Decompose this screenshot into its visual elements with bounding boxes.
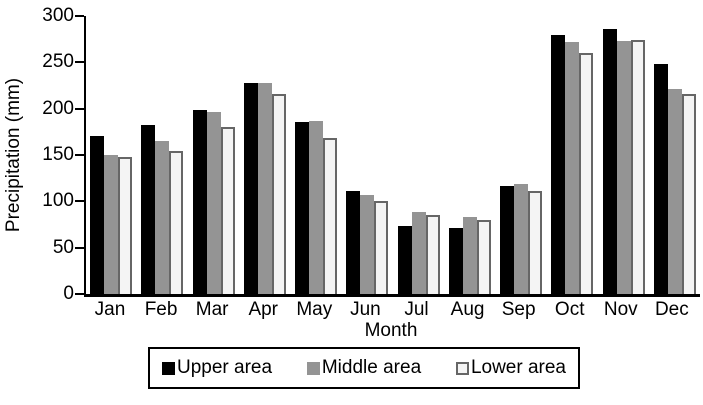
- x-tick-label-feb: Feb: [144, 299, 178, 320]
- y-tick-mark: [75, 15, 84, 17]
- x-tick-label-may: May: [296, 299, 333, 320]
- bar-upper-apr: [243, 83, 258, 294]
- x-tick-label-dec: Dec: [654, 299, 689, 320]
- x-axis-tick-labels: Jan Feb Mar Apr May Jun Jul Aug Sep Oct Nov Dec: [84, 299, 698, 320]
- y-tick-mark: [75, 246, 84, 249]
- y-tick-label: 0: [63, 283, 74, 304]
- y-tick-label: 300: [42, 5, 74, 26]
- bar-middle-jun: [360, 195, 375, 294]
- bar-group-mar: [192, 110, 235, 294]
- bar-group-aug: [448, 217, 491, 294]
- y-tick-label: 50: [52, 236, 74, 258]
- bar-upper-may: [295, 122, 310, 294]
- bar-lower-dec: [681, 94, 696, 294]
- bar-lower-mar: [220, 127, 235, 294]
- x-axis-title: Month: [364, 320, 418, 341]
- bar-group-jul: [397, 212, 440, 294]
- bar-group-feb: [141, 125, 184, 294]
- bar-middle-mar: [206, 112, 221, 294]
- legend-swatch-icon: [306, 361, 320, 375]
- bar-upper-jul: [397, 226, 412, 294]
- x-tick-label-aug: Aug: [450, 299, 485, 320]
- bar-group-oct: [551, 35, 594, 294]
- legend: Upper area Middle area Lower area: [148, 347, 580, 389]
- y-tick-mark: [75, 200, 84, 203]
- y-tick-label: 200: [42, 97, 74, 119]
- legend-swatch-icon: [162, 361, 175, 375]
- bar-lower-aug: [476, 220, 491, 294]
- y-tick-mark: [75, 61, 84, 64]
- bar-upper-oct: [551, 35, 566, 294]
- legend-swatch-icon: [455, 361, 469, 375]
- bar-middle-jul: [411, 212, 426, 294]
- bar-upper-dec: [653, 64, 668, 294]
- bar-lower-oct: [579, 53, 594, 294]
- bar-group-nov: [602, 29, 645, 294]
- legend-label: Lower area: [470, 357, 566, 378]
- bar-middle-dec: [667, 89, 682, 294]
- bar-middle-feb: [155, 141, 170, 294]
- bar-upper-feb: [141, 125, 156, 294]
- bar-groups-container: [86, 16, 700, 294]
- plot-area: 0 50 100 150 200 250 300: [42, 6, 700, 304]
- bar-group-apr: [243, 83, 286, 294]
- bar-middle-aug: [462, 217, 477, 294]
- y-axis-title: Precipitation (mm): [3, 77, 24, 233]
- bar-upper-jan: [90, 136, 104, 294]
- bar-upper-mar: [192, 110, 207, 294]
- x-tick-label-sep: Sep: [501, 299, 536, 320]
- bar-lower-feb: [169, 151, 184, 294]
- bar-upper-nov: [602, 29, 617, 294]
- bar-lower-sep: [528, 191, 543, 294]
- x-tick-label-jan: Jan: [94, 299, 126, 320]
- y-tick-label: 100: [42, 190, 74, 212]
- legend-label: Middle area: [321, 357, 422, 378]
- bar-middle-nov: [616, 41, 631, 294]
- bar-lower-nov: [630, 40, 645, 294]
- legend-item-middle: Middle area: [306, 357, 422, 379]
- bar-middle-sep: [514, 184, 529, 294]
- legend-label: Upper area: [177, 357, 273, 378]
- bar-group-sep: [500, 184, 543, 294]
- bar-group-may: [295, 121, 338, 294]
- bar-group-dec: [653, 64, 696, 294]
- bar-lower-jul: [425, 215, 440, 294]
- bar-lower-jun: [374, 201, 389, 294]
- x-tick-label-oct: Oct: [554, 299, 585, 320]
- bar-group-jan: [90, 136, 132, 294]
- bar-lower-jan: [118, 157, 132, 294]
- x-tick-label-jun: Jun: [350, 299, 381, 320]
- bar-middle-apr: [257, 83, 272, 294]
- legend-item-lower: Lower area: [455, 357, 566, 379]
- bar-middle-jan: [104, 155, 118, 294]
- bar-upper-aug: [448, 228, 463, 294]
- legend-item-upper: Upper area: [162, 357, 272, 379]
- x-tick-label-apr: Apr: [248, 299, 279, 320]
- x-tick-label-nov: Nov: [603, 299, 638, 320]
- bar-middle-may: [309, 121, 324, 294]
- x-tick-label-mar: Mar: [195, 299, 229, 320]
- bar-lower-apr: [271, 94, 286, 294]
- x-tick-label-jul: Jul: [404, 299, 429, 320]
- bar-upper-sep: [500, 186, 515, 294]
- bar-upper-jun: [346, 191, 361, 294]
- y-tick-label: 150: [42, 144, 74, 165]
- bar-group-jun: [346, 191, 389, 294]
- y-tick-mark: [75, 293, 84, 295]
- bar-middle-oct: [565, 42, 580, 294]
- y-tick-mark: [75, 154, 84, 156]
- bar-lower-may: [323, 138, 338, 294]
- y-tick-label: 250: [42, 51, 74, 73]
- y-tick-mark: [75, 107, 84, 110]
